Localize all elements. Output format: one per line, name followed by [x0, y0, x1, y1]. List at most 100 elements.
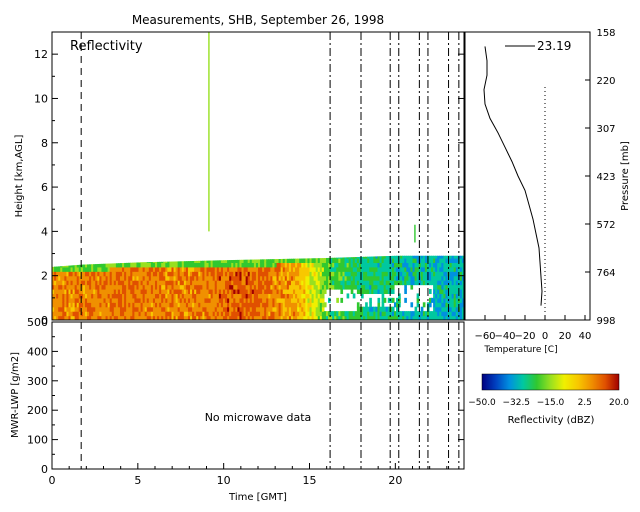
echo-cell — [111, 288, 115, 295]
echo-cell — [235, 280, 238, 286]
echo-cell — [286, 311, 290, 317]
echo-cell — [93, 266, 96, 272]
echo-cell — [297, 275, 300, 281]
echo-cell — [235, 288, 238, 295]
echo-cell — [64, 297, 68, 303]
echo-cell — [233, 311, 236, 317]
echo-cell — [431, 266, 434, 272]
echo-cell — [290, 271, 294, 277]
echo-cell — [60, 266, 63, 272]
echo-cell — [336, 297, 339, 303]
echo-cell — [122, 275, 125, 281]
echo-cell — [455, 311, 459, 317]
echo-cell — [297, 306, 300, 312]
echo-cell — [358, 311, 362, 317]
echo-cell — [115, 263, 119, 268]
echo-cell — [391, 311, 395, 317]
echo-cell — [305, 258, 309, 263]
echo-cell — [187, 262, 191, 268]
echo-cell — [251, 297, 255, 303]
echo-cell — [396, 266, 399, 272]
echo-cell — [140, 306, 144, 312]
echo-cell — [142, 306, 146, 312]
echo-cell — [229, 306, 232, 312]
echo-cell — [171, 297, 175, 303]
echo-cell — [66, 280, 70, 286]
echo-cell — [264, 306, 267, 312]
echo-cell — [163, 302, 166, 308]
echo-cell — [134, 315, 138, 320]
echo-cell — [159, 302, 162, 308]
echo-cell — [371, 262, 374, 268]
echo-cell — [155, 271, 158, 277]
echo-cell — [249, 306, 253, 312]
echo-cell — [260, 259, 263, 263]
echo-cell — [140, 280, 144, 286]
lwp-y-label: MWR-LWP [g/m2] — [10, 352, 21, 438]
echo-cell — [173, 280, 177, 286]
echo-cell — [214, 302, 218, 308]
echo-cell — [406, 275, 409, 281]
echo-cell — [408, 266, 412, 272]
echo-cell — [169, 288, 173, 295]
echo-cell — [72, 265, 76, 268]
echo-cell — [200, 297, 203, 303]
echo-cell — [338, 266, 341, 272]
echo-cell — [91, 315, 94, 320]
echo-cell — [231, 288, 234, 295]
echo-cell — [253, 288, 257, 295]
pressure-tick-label: 572 — [596, 220, 615, 231]
echo-cell — [58, 271, 61, 277]
echo-cell — [128, 280, 131, 286]
echo-cell — [222, 302, 226, 308]
echo-cell — [251, 284, 255, 290]
echo-cell — [194, 280, 197, 286]
echo-cell — [105, 266, 109, 272]
echo-cell — [319, 258, 323, 263]
echo-cell — [229, 302, 232, 308]
echo-cell — [249, 259, 253, 263]
echo-cell — [225, 311, 228, 317]
echo-cell — [216, 288, 220, 295]
echo-cell — [334, 284, 337, 290]
echo-cell — [358, 257, 362, 263]
echo-cell — [424, 280, 428, 286]
echo-cell — [323, 288, 327, 295]
echo-cell — [352, 311, 356, 317]
echo-cell — [377, 288, 381, 295]
echo-cell — [433, 257, 436, 263]
echo-cell — [342, 280, 346, 286]
echo-cell — [328, 257, 331, 263]
echo-cell — [354, 271, 358, 277]
echo-cell — [319, 280, 323, 286]
echo-cell — [171, 302, 175, 308]
echo-cell — [266, 284, 269, 290]
echo-cell — [192, 311, 195, 317]
echo-cell — [99, 266, 103, 272]
echo-cell — [237, 311, 241, 317]
echo-cell — [443, 275, 447, 281]
echo-cell — [222, 284, 226, 290]
echo-cell — [212, 315, 216, 320]
echo-cell — [377, 256, 381, 259]
echo-cell — [260, 275, 263, 281]
echo-cell — [122, 302, 125, 308]
echo-cell — [192, 284, 195, 290]
echo-cell — [410, 266, 414, 272]
echo-cell — [262, 306, 265, 312]
echo-cell — [239, 297, 243, 303]
echo-cell — [408, 280, 412, 286]
echo-cell — [159, 311, 162, 317]
echo-cell — [342, 262, 346, 268]
echo-cell — [241, 271, 245, 277]
echo-cell — [72, 284, 76, 290]
echo-cell — [165, 271, 168, 277]
echo-cell — [311, 315, 315, 320]
echo-cell — [152, 293, 156, 299]
echo-cell — [356, 271, 360, 277]
echo-cell — [138, 271, 142, 277]
echo-cell — [192, 306, 195, 312]
echo-cell — [136, 297, 140, 303]
echo-cell — [317, 284, 321, 290]
echo-cell — [416, 262, 420, 268]
